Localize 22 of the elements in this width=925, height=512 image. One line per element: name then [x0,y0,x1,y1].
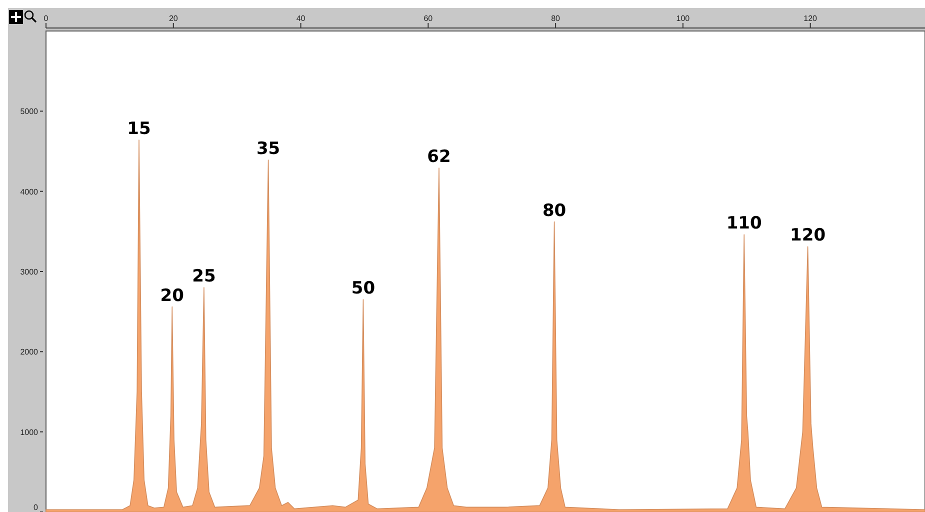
y-tick-label: 4000 [20,187,39,196]
annotation: 50 [351,278,376,299]
annotation: 20 [160,286,184,306]
x-tick-label: 120 [804,14,818,23]
x-tick-label: 40 [296,14,306,23]
y-tick-label: 1000 [20,428,39,437]
annotation: 25 [192,266,216,287]
x-tick-label: 100 [676,14,690,23]
annotation: 80 [542,200,566,221]
annotation: 62 [427,147,451,168]
y-tick-label: 2000 [20,348,39,357]
annotation: 15 [127,119,151,140]
y-tick-label: 0 [34,503,39,512]
annotation: 120 [790,226,826,246]
x-tick-label: 20 [168,14,178,23]
x-tick-label: 60 [424,14,434,23]
y-tick-label: 3000 [20,268,39,276]
annotation: 35 [256,139,280,160]
annotation: 110 [726,214,762,234]
x-tick-label: 80 [551,14,561,23]
y-tick-label: 5000 [20,107,39,116]
x-tick-label: 0 [44,14,49,23]
